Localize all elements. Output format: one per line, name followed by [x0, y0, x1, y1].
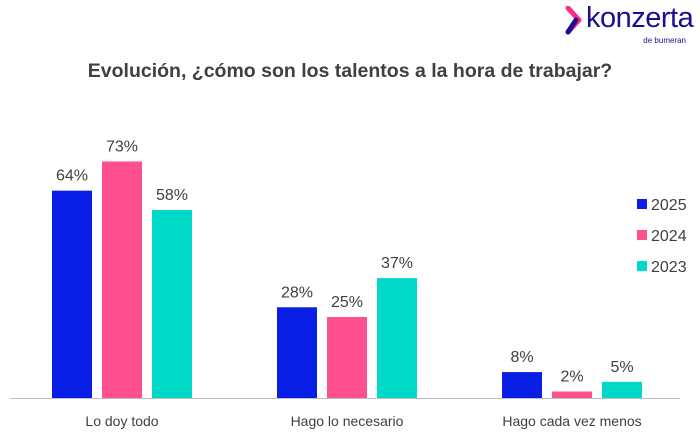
konzerta-logo: konzerta de bumeran: [564, 2, 696, 46]
logo-wordmark: konzerta: [586, 2, 694, 34]
data-label-2023-2: 37%: [381, 255, 413, 272]
bar-2024-3: [552, 391, 592, 398]
data-label-2023-1: 58%: [156, 187, 188, 204]
data-label-2024-2: 25%: [331, 294, 363, 311]
bar-2023-1: [152, 210, 192, 398]
legend-swatch-2025: [637, 199, 647, 209]
data-label-2025-1: 64%: [56, 168, 88, 185]
chart-title: Evolución, ¿cómo son los talentos a la h…: [87, 60, 613, 82]
data-label-2023-3: 5%: [610, 359, 633, 376]
legend-label-2023: 2023: [651, 259, 687, 276]
konzerta-chevron-icon: [565, 6, 582, 35]
bar-2023-3: [602, 381, 642, 398]
data-label-2024-3: 2%: [560, 369, 583, 386]
legend-swatch-2023: [637, 261, 647, 271]
legend-swatch-2024: [637, 230, 647, 240]
category-label-3: Hago cada vez menos: [502, 413, 641, 429]
data-label-2025-3: 8%: [510, 349, 533, 366]
data-label-2025-2: 28%: [281, 284, 313, 301]
bar-2023-2: [377, 278, 417, 398]
bar-2025-1: [52, 190, 92, 398]
category-label-2: Hago lo necesario: [291, 413, 404, 429]
bar-2024-2: [327, 317, 367, 398]
category-label-1: Lo doy todo: [85, 413, 158, 429]
logo-subtitle: de bumeran: [643, 36, 686, 45]
bar-2025-3: [502, 372, 542, 398]
legend-label-2025: 2025: [651, 197, 687, 214]
bar-2025-2: [277, 307, 317, 398]
legend-label-2024: 2024: [651, 228, 687, 245]
bar-2024-1: [102, 161, 142, 398]
data-label-2024-1: 73%: [106, 138, 138, 155]
